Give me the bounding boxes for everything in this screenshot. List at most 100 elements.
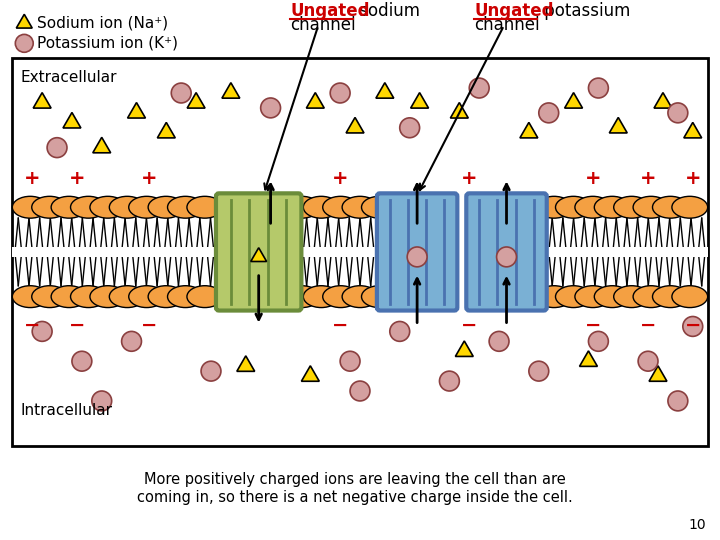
Ellipse shape <box>12 197 48 218</box>
Bar <box>12 247 708 257</box>
Circle shape <box>330 83 350 103</box>
Text: channel: channel <box>290 16 356 35</box>
Circle shape <box>408 247 427 267</box>
Text: channel: channel <box>474 16 540 35</box>
Circle shape <box>201 361 221 381</box>
Polygon shape <box>17 14 32 28</box>
Polygon shape <box>237 356 255 372</box>
Ellipse shape <box>32 197 68 218</box>
Text: Extracellular: Extracellular <box>20 70 117 85</box>
Text: −: − <box>640 316 656 335</box>
Ellipse shape <box>556 286 591 308</box>
Ellipse shape <box>168 197 203 218</box>
Ellipse shape <box>536 197 572 218</box>
Polygon shape <box>346 118 364 133</box>
Ellipse shape <box>342 286 378 308</box>
Polygon shape <box>684 123 702 138</box>
Text: +: + <box>24 169 40 188</box>
Text: +: + <box>640 169 657 188</box>
Text: +: + <box>68 169 85 188</box>
Ellipse shape <box>575 286 611 308</box>
Polygon shape <box>654 93 672 108</box>
Circle shape <box>497 247 516 267</box>
Polygon shape <box>376 83 394 98</box>
Ellipse shape <box>303 197 339 218</box>
Circle shape <box>668 391 688 411</box>
Ellipse shape <box>342 197 378 218</box>
Ellipse shape <box>633 197 669 218</box>
Polygon shape <box>302 366 319 381</box>
Ellipse shape <box>361 197 397 218</box>
Polygon shape <box>187 93 205 108</box>
Polygon shape <box>649 366 667 381</box>
Polygon shape <box>520 123 538 138</box>
Ellipse shape <box>32 286 68 308</box>
Ellipse shape <box>575 197 611 218</box>
Circle shape <box>122 332 141 352</box>
Ellipse shape <box>71 197 107 218</box>
Polygon shape <box>564 93 582 108</box>
FancyBboxPatch shape <box>216 193 302 310</box>
Text: −: − <box>585 316 602 335</box>
Ellipse shape <box>672 286 708 308</box>
Circle shape <box>469 78 489 98</box>
Text: +: + <box>585 169 602 188</box>
Circle shape <box>340 352 360 371</box>
Circle shape <box>92 391 112 411</box>
Polygon shape <box>580 351 598 366</box>
Polygon shape <box>609 118 627 133</box>
Bar <box>12 58 708 446</box>
Polygon shape <box>127 103 145 118</box>
Text: Ungated: Ungated <box>290 2 370 19</box>
Polygon shape <box>63 112 81 128</box>
Text: sodium: sodium <box>354 2 420 19</box>
Ellipse shape <box>594 286 630 308</box>
Ellipse shape <box>90 286 126 308</box>
Ellipse shape <box>51 197 87 218</box>
Text: −: − <box>68 316 85 335</box>
Circle shape <box>529 361 549 381</box>
Ellipse shape <box>12 286 48 308</box>
Circle shape <box>390 321 410 341</box>
Text: More positively charged ions are leaving the cell than are
coming in, so there i: More positively charged ions are leaving… <box>137 472 573 505</box>
Polygon shape <box>251 248 266 261</box>
Ellipse shape <box>168 286 203 308</box>
Text: −: − <box>685 316 701 335</box>
Ellipse shape <box>148 286 184 308</box>
Polygon shape <box>93 137 111 153</box>
Ellipse shape <box>613 197 649 218</box>
Ellipse shape <box>51 286 87 308</box>
Ellipse shape <box>187 197 222 218</box>
Ellipse shape <box>109 197 145 218</box>
Circle shape <box>261 98 281 118</box>
Circle shape <box>489 332 509 352</box>
Ellipse shape <box>361 286 397 308</box>
Text: Ungated: Ungated <box>474 2 554 19</box>
Circle shape <box>683 316 703 336</box>
Text: +: + <box>332 169 348 188</box>
Text: −: − <box>141 316 158 335</box>
Text: +: + <box>685 169 701 188</box>
Circle shape <box>668 103 688 123</box>
Polygon shape <box>222 83 240 98</box>
Circle shape <box>439 371 459 391</box>
Polygon shape <box>307 93 324 108</box>
Ellipse shape <box>187 286 222 308</box>
Ellipse shape <box>672 197 708 218</box>
Circle shape <box>171 83 191 103</box>
Circle shape <box>588 78 608 98</box>
Text: −: − <box>461 316 477 335</box>
Polygon shape <box>33 93 51 108</box>
Ellipse shape <box>323 197 359 218</box>
Polygon shape <box>158 123 175 138</box>
Ellipse shape <box>594 197 630 218</box>
Ellipse shape <box>71 286 107 308</box>
FancyBboxPatch shape <box>377 193 457 310</box>
Ellipse shape <box>129 286 164 308</box>
Circle shape <box>400 118 420 138</box>
Ellipse shape <box>148 197 184 218</box>
Circle shape <box>588 332 608 352</box>
Ellipse shape <box>129 197 164 218</box>
Ellipse shape <box>303 286 339 308</box>
Ellipse shape <box>613 286 649 308</box>
